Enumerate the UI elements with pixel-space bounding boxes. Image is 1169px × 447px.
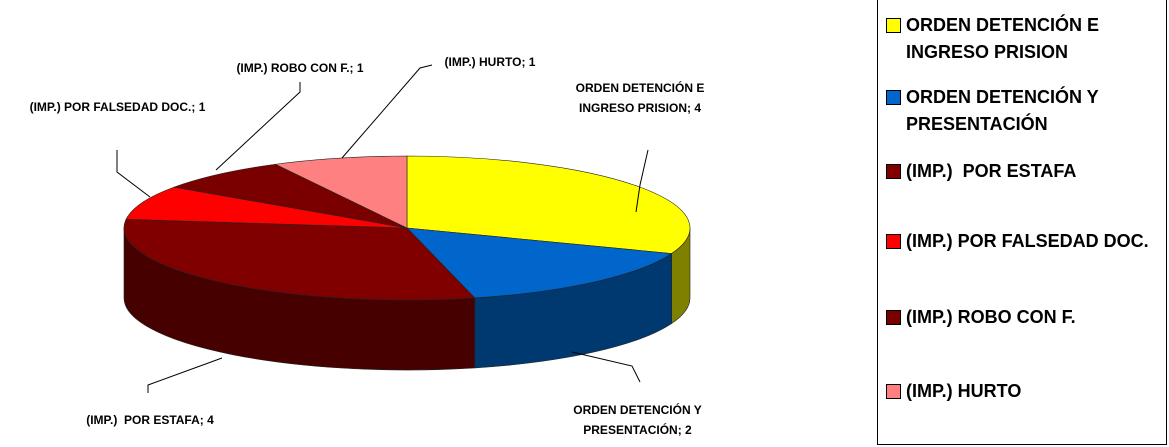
legend-entry: (IMP.) POR ESTAFA: [886, 160, 1166, 185]
leader-line: [117, 150, 150, 197]
leader-line: [148, 358, 222, 393]
legend-label: (IMP.) POR FALSEDAD DOC.: [906, 228, 1161, 255]
data-label: ORDEN DETENCIÓN E INGRESO PRISION; 4: [555, 78, 725, 118]
legend-swatch: [886, 234, 901, 249]
legend-label: ORDEN DETENCIÓN E INGRESO PRISION: [906, 12, 1161, 66]
data-label: (IMP.) ROBO CON F.; 1: [205, 58, 395, 78]
legend-swatch: [886, 164, 901, 179]
chart: ORDEN DETENCIÓN E INGRESO PRISION ORDEN D…: [0, 0, 1169, 447]
legend: ORDEN DETENCIÓN E INGRESO PRISION ORDEN D…: [877, 0, 1167, 445]
legend-label: (IMP.) ROBO CON F.: [906, 304, 1161, 331]
legend-entry: (IMP.) HURTO: [886, 380, 1166, 405]
data-label: (IMP.) POR FALSEDAD DOC.; 1: [0, 97, 235, 117]
legend-label: ORDEN DETENCIÓN Y PRESENTACIÓN: [906, 84, 1161, 138]
leader-line: [572, 352, 640, 382]
legend-entry: (IMP.) ROBO CON F.: [886, 306, 1166, 331]
legend-swatch: [886, 90, 901, 105]
legend-swatch: [886, 384, 901, 399]
legend-swatch: [886, 310, 901, 325]
data-label: (IMP.) POR ESTAFA; 4: [40, 410, 260, 430]
legend-entry: (IMP.) POR FALSEDAD DOC.: [886, 230, 1166, 255]
legend-label: (IMP.) POR ESTAFA: [906, 158, 1161, 185]
data-label: (IMP.) HURTO; 1: [415, 52, 565, 72]
legend-swatch: [886, 18, 901, 33]
leader-line: [342, 65, 432, 158]
legend-label: (IMP.) HURTO: [906, 378, 1161, 405]
data-label: ORDEN DETENCIÓN Y PRESENTACIÓN; 2: [545, 400, 730, 440]
legend-entry: ORDEN DETENCIÓN Y PRESENTACIÓN: [886, 86, 1166, 138]
legend-entry: ORDEN DETENCIÓN E INGRESO PRISION: [886, 14, 1166, 66]
leader-line: [216, 82, 300, 170]
